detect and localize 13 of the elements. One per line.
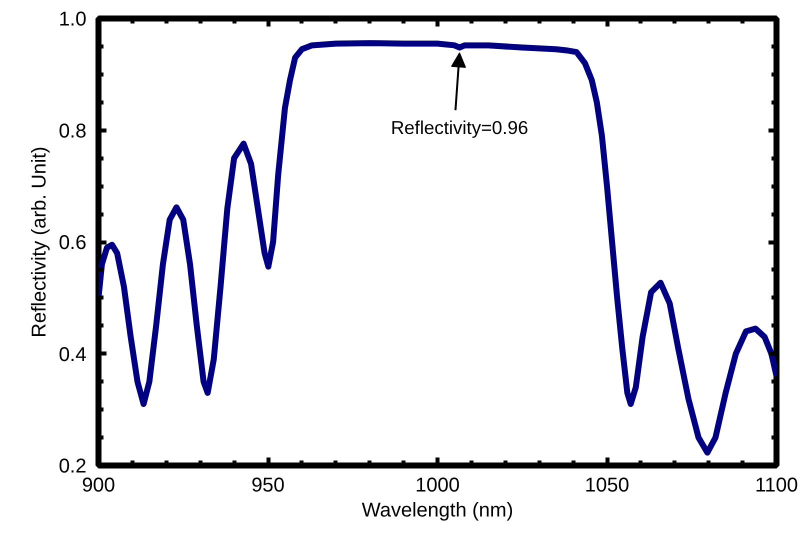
y-tick-label: 0.2 xyxy=(58,456,87,478)
x-tick-label: 1100 xyxy=(754,474,798,496)
y-tick-label: 1.0 xyxy=(58,8,87,30)
y-tick-label: 0.6 xyxy=(58,232,87,254)
annotation: Reflectivity=0.96 xyxy=(390,116,528,138)
x-tick-label: 900 xyxy=(82,474,116,496)
x-tick-label: 950 xyxy=(251,474,285,496)
x-axis-title: Wavelength (nm) xyxy=(362,500,514,522)
y-tick-label: 0.8 xyxy=(58,120,87,142)
x-tick-label: 1000 xyxy=(415,474,460,496)
y-axis-title: Reflectivity (arb. Unit) xyxy=(28,146,51,338)
x-tick-label: 1050 xyxy=(584,474,630,496)
y-tick-label: 0.4 xyxy=(58,344,87,366)
